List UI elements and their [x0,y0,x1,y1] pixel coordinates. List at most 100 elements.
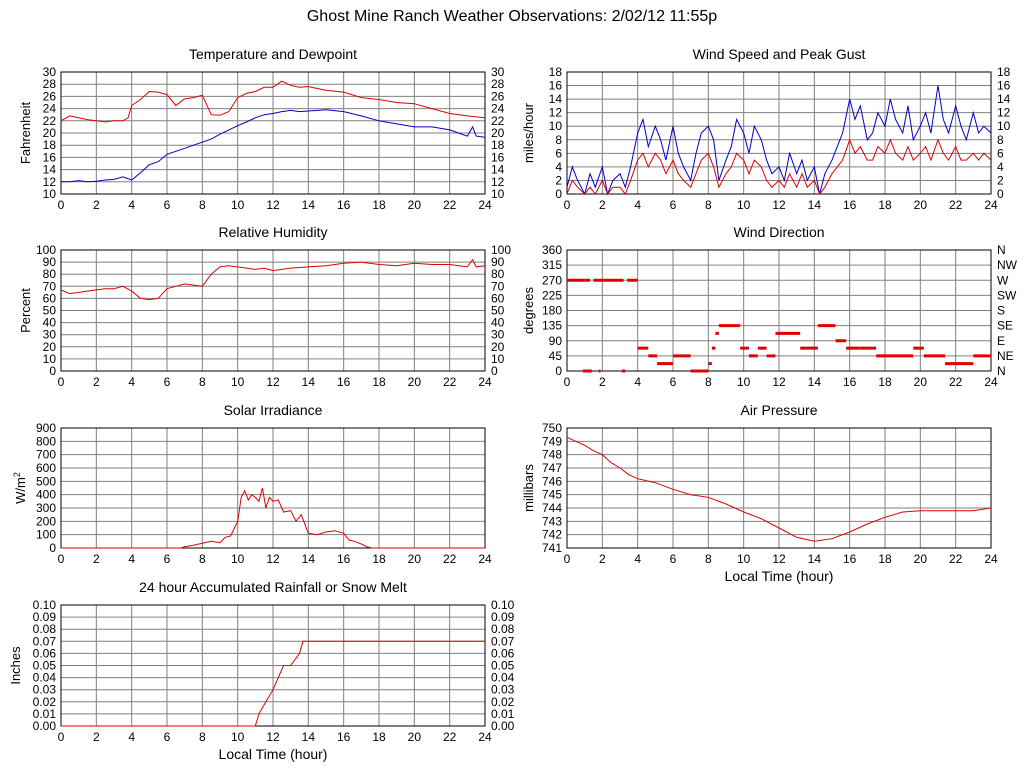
x-axis-label: Local Time (hour) [725,568,834,584]
y-tick-label: 10 [43,352,57,366]
y-tick-label: 0 [555,364,562,378]
y-tick-label-right: N [997,364,1006,378]
x-tick-label: 18 [878,552,892,566]
y-tick-label-right: 30 [491,65,505,79]
x-tick-label: 14 [302,552,316,566]
y-tick-label: 700 [36,448,56,462]
y-tick-label: 747 [542,461,562,475]
x-tick-label: 22 [443,198,457,212]
x-tick-label: 24 [984,552,998,566]
y-tick-label: 12 [549,106,563,120]
y-axis-label: Fahrenheit [18,102,33,165]
x-tick-label: 6 [164,730,171,744]
x-tick-label: 2 [599,552,606,566]
x-tick-label: 6 [670,375,677,389]
y-tick-label: 16 [549,79,563,93]
y-tick-label-right: W [997,273,1009,287]
y-tick-label: 0.05 [33,659,57,673]
y-axis-label: miles/hour [521,102,536,163]
x-tick-label: 8 [705,375,712,389]
x-tick-label: 4 [634,552,641,566]
plot-frame [60,427,486,549]
y-tick-label: 90 [43,255,57,269]
y-tick-label-right: 0.03 [491,683,515,697]
y-tick-label: 0 [555,187,562,201]
y-tick-label: 100 [36,243,56,257]
y-tick-label-right: NE [997,349,1014,363]
plot-frame [60,249,486,372]
page-title: Ghost Mine Ranch Weather Observations: 2… [306,8,718,25]
y-tick-label: 20 [43,340,57,354]
plot-frame [566,427,992,549]
x-tick-label: 20 [408,198,422,212]
x-tick-label: 14 [302,730,316,744]
series-line-red [61,640,485,727]
y-tick-label-right: 30 [491,328,505,342]
y-tick-label-right: 18 [491,138,505,152]
y-tick-label-right: 0.00 [491,719,515,733]
series-line-red [61,487,485,549]
x-tick-label: 20 [408,730,422,744]
y-axis-label: degrees [521,287,536,334]
x-tick-label: 12 [266,552,280,566]
y-tick-label: 360 [542,243,562,257]
chart-rain: 24 hour Accumulated Rainfall or Snow Mel… [8,579,515,762]
x-tick-label: 10 [231,730,245,744]
x-tick-label: 16 [843,198,857,212]
y-axis-label: Percent [18,288,33,333]
x-tick-label: 2 [599,375,606,389]
x-tick-label: 18 [878,375,892,389]
series-line-blue [566,85,992,196]
y-tick-label: 0.00 [33,719,57,733]
series-line-blue [61,109,486,183]
x-tick-label: 24 [478,552,492,566]
y-tick-label: 750 [542,421,562,435]
x-tick-label: 6 [164,198,171,212]
x-tick-label: 16 [843,375,857,389]
y-tick-label: 180 [542,304,562,318]
x-tick-label: 0 [564,552,571,566]
x-tick-label: 2 [93,375,100,389]
x-tick-label: 24 [478,198,492,212]
y-tick-label: 14 [549,92,563,106]
x-tick-label: 6 [164,552,171,566]
y-tick-label: 20 [43,126,57,140]
y-tick-label: 0.02 [33,695,57,709]
x-tick-label: 12 [772,552,786,566]
y-tick-label: 748 [542,448,562,462]
x-tick-label: 16 [337,375,351,389]
x-tick-label: 16 [337,198,351,212]
y-tick-label-right: E [997,334,1005,348]
x-tick-label: 8 [199,375,206,389]
y-tick-label-right: 50 [491,304,505,318]
y-tick-label-right: NW [997,258,1018,272]
y-tick-label-right: 10 [491,352,505,366]
y-tick-label: 28 [43,77,57,91]
x-tick-label: 8 [705,552,712,566]
y-tick-label-right: 26 [491,89,505,103]
y-tick-label-right: 14 [997,92,1011,106]
x-tick-label: 8 [199,198,206,212]
x-tick-label: 24 [478,730,492,744]
y-tick-label: 225 [542,288,562,302]
x-tick-label: 16 [843,552,857,566]
y-tick-label: 90 [549,334,563,348]
chart-title: Temperature and Dewpoint [189,46,357,62]
y-tick-label: 40 [43,316,57,330]
y-tick-label: 800 [36,434,56,448]
x-tick-label: 12 [266,730,280,744]
chart-title: Air Pressure [740,402,817,418]
x-tick-label: 20 [408,375,422,389]
y-tick-label: 270 [542,273,562,287]
y-tick-label: 400 [36,488,56,502]
chart-title: Wind Direction [733,224,824,240]
x-tick-label: 0 [58,552,65,566]
y-tick-label-right: 20 [491,340,505,354]
y-tick-label-right: 14 [491,163,505,177]
y-tick-label: 0.09 [33,610,57,624]
y-tick-label-right: SW [997,288,1017,302]
y-tick-label-right: 4 [997,160,1004,174]
